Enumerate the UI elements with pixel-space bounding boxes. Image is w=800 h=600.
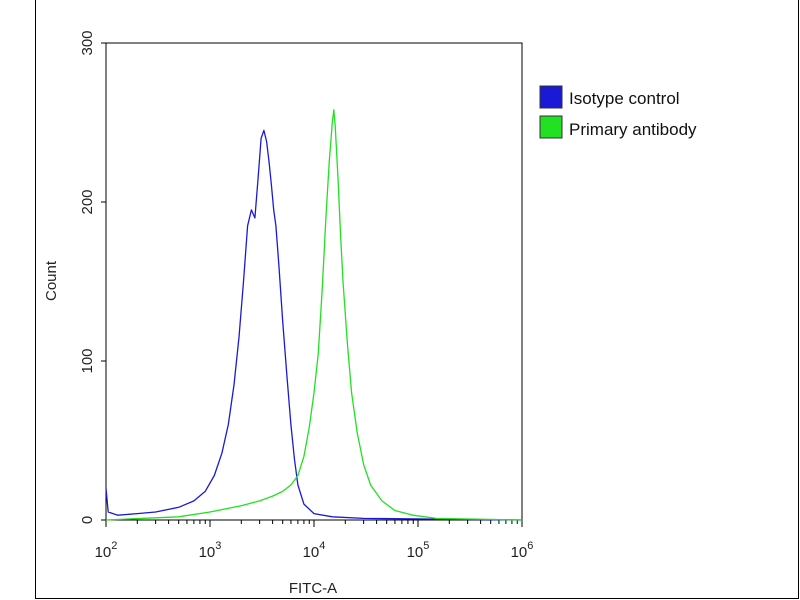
- series-layer: [105, 109, 523, 521]
- x-tick-label: 106: [511, 540, 534, 561]
- legend: Isotype control Primary antibody: [539, 85, 697, 139]
- y-axis-ticks: 0 100 200 300: [79, 30, 106, 524]
- legend-swatch-primary: [539, 115, 563, 139]
- x-tick-label: 102: [95, 540, 118, 561]
- y-tick-label: 200: [79, 189, 96, 214]
- y-tick-label: 0: [79, 516, 96, 524]
- y-tick-label: 100: [79, 348, 96, 373]
- y-tick-label: 300: [79, 30, 96, 55]
- legend-label-primary: Primary antibody: [569, 120, 697, 139]
- series-line-isotype-control: [105, 129, 523, 521]
- legend-label-isotype: Isotype control: [569, 89, 680, 108]
- figure-frame: [35, 0, 799, 599]
- x-tick-label: 104: [303, 540, 326, 561]
- x-tick-label: 105: [407, 540, 430, 561]
- x-tick-label: 103: [199, 540, 222, 561]
- x-axis-title: FITC-A: [289, 580, 337, 597]
- y-axis-title: Count: [43, 260, 60, 301]
- legend-swatch-isotype: [539, 85, 563, 109]
- plot-area: [105, 42, 523, 521]
- x-axis-ticks: 102 103 104 105 106: [95, 520, 534, 561]
- series-line-primary-antibody: [105, 109, 523, 521]
